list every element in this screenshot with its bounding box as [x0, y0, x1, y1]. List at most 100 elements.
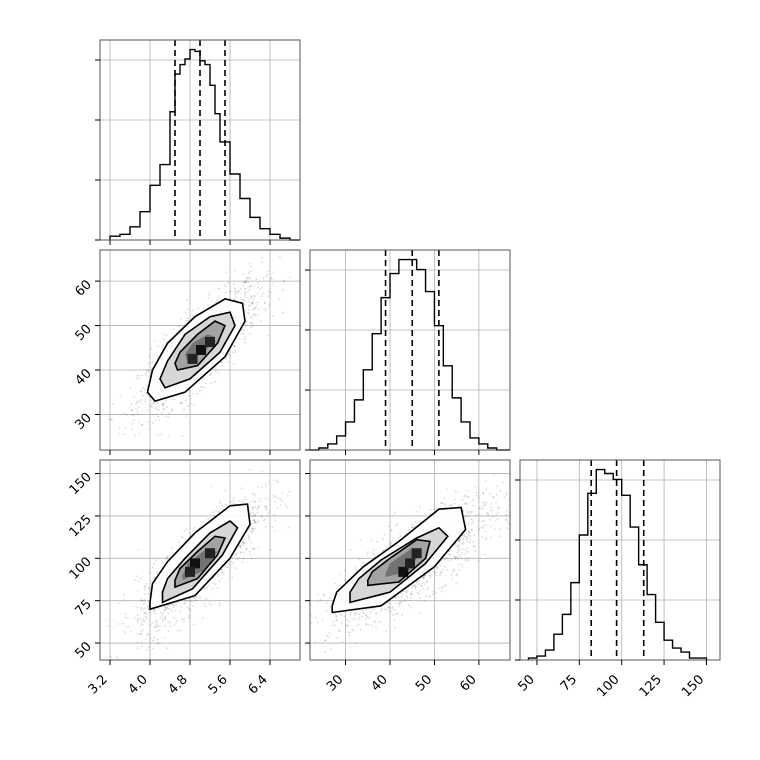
- scatter-point: [251, 557, 254, 560]
- scatter-point: [218, 295, 220, 297]
- panel-frame: [519, 459, 721, 661]
- scatter-point: [169, 410, 172, 413]
- scatter-point: [153, 636, 156, 639]
- scatter-point: [365, 609, 368, 611]
- scatter-point: [136, 614, 139, 616]
- scatter-point: [169, 607, 172, 610]
- scatter-point: [402, 590, 405, 593]
- scatter-point: [159, 617, 162, 619]
- scatter-point: [482, 524, 485, 527]
- scatter-point: [146, 363, 149, 365]
- scatter-point: [137, 374, 140, 377]
- scatter-point: [189, 402, 192, 405]
- y-tick-label: 125: [67, 512, 95, 540]
- scatter-point: [163, 609, 165, 611]
- histogram-2-steps: [527, 468, 708, 660]
- scatter-point: [133, 395, 135, 398]
- scatter-point: [485, 536, 488, 539]
- scatter-point: [178, 601, 180, 604]
- scatter-point: [136, 606, 139, 609]
- histogram-1-steps: [310, 258, 510, 451]
- scatter-point: [141, 409, 144, 412]
- scatter-point: [150, 347, 153, 350]
- scatter-point: [113, 453, 115, 455]
- scatter-point: [211, 587, 214, 590]
- scatter-point: [354, 617, 356, 620]
- scatter-point: [244, 292, 247, 294]
- scatter-point: [458, 539, 461, 542]
- scatter-point: [192, 529, 195, 532]
- scatter-point: [248, 305, 250, 307]
- scatter-point: [253, 518, 256, 521]
- scatter-point: [326, 634, 329, 637]
- scatter-point: [369, 612, 372, 614]
- scatter-point: [468, 530, 470, 533]
- scatter-point: [364, 561, 367, 564]
- scatter-point: [131, 414, 134, 417]
- scatter-point: [409, 593, 412, 596]
- scatter-panel-0-1: 30 40 50 60: [73, 249, 301, 455]
- scatter-point: [252, 309, 255, 311]
- scatter-point: [249, 530, 252, 533]
- scatter-point: [219, 574, 222, 576]
- scatter-point: [485, 480, 487, 482]
- scatter-point: [254, 312, 256, 315]
- scatter-point: [260, 295, 263, 298]
- scatter-point: [387, 606, 390, 609]
- scatter-point: [201, 389, 203, 392]
- scatter-point: [460, 556, 462, 559]
- scatter-point: [107, 625, 109, 627]
- scatter-point: [251, 324, 254, 327]
- scatter-point: [468, 559, 471, 562]
- scatter-point: [255, 306, 257, 309]
- scatter-point: [339, 584, 342, 587]
- scatter-point: [469, 510, 471, 513]
- scatter-point: [238, 557, 241, 559]
- scatter-point: [483, 504, 485, 507]
- scatter-point: [233, 282, 235, 285]
- scatter-point: [426, 586, 429, 589]
- scatter-point: [249, 316, 252, 318]
- scatter-point: [266, 515, 269, 517]
- x-tick-label: 30: [324, 672, 346, 694]
- scatter-point: [247, 276, 250, 279]
- scatter-point: [130, 453, 132, 455]
- scatter-point: [502, 481, 504, 484]
- scatter-point: [233, 345, 236, 347]
- scatter-point: [348, 631, 351, 634]
- scatter-point: [248, 537, 250, 539]
- scatter-point: [144, 607, 147, 610]
- scatter-point: [168, 622, 171, 625]
- scatter-point: [440, 502, 443, 504]
- scatter-point: [147, 587, 150, 590]
- scatter-point: [483, 553, 486, 556]
- y-tick-label: 40: [73, 366, 95, 388]
- scatter-point: [477, 560, 480, 563]
- scatter-point: [484, 538, 487, 541]
- scatter-point: [173, 624, 176, 627]
- scatter-point: [146, 633, 149, 636]
- scatter-point: [327, 636, 330, 638]
- scatter-point: [334, 582, 337, 585]
- scatter-point: [390, 542, 392, 545]
- contour-line-1: [349, 526, 449, 604]
- scatter-point: [460, 563, 463, 566]
- scatter-point: [187, 319, 190, 322]
- scatter-point: [144, 585, 146, 588]
- scatter-point: [376, 540, 379, 543]
- contour-line-2: [366, 538, 432, 587]
- scatter-point: [243, 501, 246, 504]
- scatter-point: [357, 623, 360, 626]
- scatter-point: [436, 567, 438, 570]
- scatter-point: [141, 599, 144, 602]
- scatter-point: [409, 607, 412, 609]
- scatter-point: [262, 277, 265, 280]
- scatter-point: [167, 412, 170, 414]
- scatter-point: [243, 299, 246, 302]
- scatter-point: [170, 609, 173, 612]
- scatter-point: [252, 527, 254, 530]
- scatter-point: [142, 602, 145, 605]
- scatter-point: [152, 578, 155, 580]
- scatter-point: [237, 291, 240, 293]
